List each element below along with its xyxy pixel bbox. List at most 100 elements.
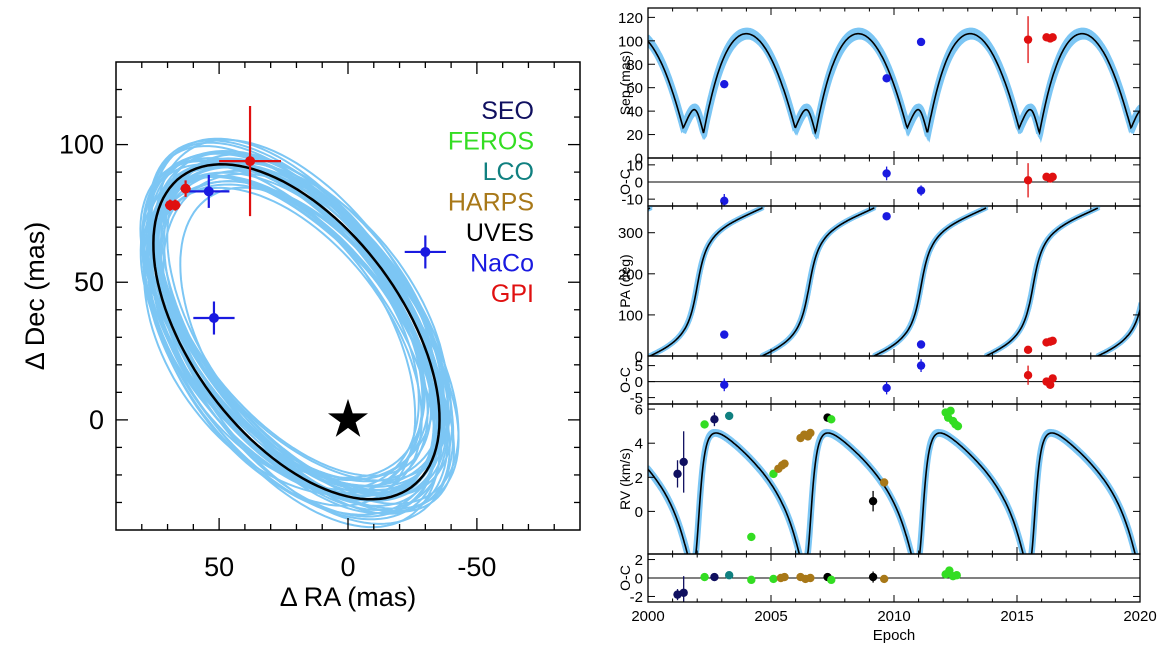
pa-y-tick-label: 300: [618, 225, 643, 242]
rv-best-fit-curve: [648, 432, 1136, 554]
sep-y-tick-label: 40: [626, 104, 643, 121]
sky-x-ticks: 50 0 -50: [141, 62, 555, 582]
legend-entry-feros: FEROS: [448, 128, 534, 156]
sky-orbit-sample: [179, 186, 439, 502]
sep-y-tick-label: 20: [626, 127, 643, 144]
legend-entry-seo: SEO: [481, 97, 534, 125]
sep_oc-point-naco: [916, 185, 926, 196]
sep-best-fit-curve: [648, 32, 1140, 136]
sep_oc-points: [720, 163, 1057, 206]
rv-panel: 0 2 4 6 RV (km/s): [617, 402, 1141, 555]
rv_oc-y-axis-label: O-C: [617, 565, 633, 591]
sky-y-axis-label: Δ Dec (mas): [20, 222, 50, 371]
rv_oc-point-uves: [868, 571, 878, 583]
pa_oc-points: [720, 359, 1057, 395]
pa_oc-y-tick-label: -5: [630, 390, 643, 407]
epoch-tick-label: 2015: [1000, 608, 1033, 625]
sep_oc-y-tick-label: -10: [621, 192, 643, 209]
rv_oc-point-feros: [700, 572, 709, 582]
sky-orbit-sample: [154, 166, 439, 500]
rv-point-feros: [747, 532, 756, 542]
pa-point-naco: [720, 330, 729, 339]
epoch-tick-label: 2020: [1123, 608, 1156, 625]
pa-point-naco: [882, 212, 891, 221]
rv-point-lco: [724, 411, 734, 421]
sep_oc-point-gpi: [1048, 172, 1057, 182]
sep-y-tick-label: 60: [626, 80, 643, 97]
rv_oc-y-tick-label: -2: [630, 589, 643, 606]
rv-y-tick-label: 2: [635, 470, 643, 487]
pa-y-tick-label: 200: [618, 266, 643, 283]
rv-point-uves: [868, 490, 878, 512]
sky-point-gpi: [164, 199, 176, 211]
sky-y-tick-label: 50: [74, 267, 104, 297]
sep-point-naco: [916, 37, 926, 47]
rv_oc-point-harps: [780, 572, 789, 582]
pa_oc-point-gpi: [1046, 380, 1055, 389]
pa-point-naco: [916, 340, 926, 349]
pa_oc-point-gpi: [1023, 365, 1033, 385]
rv-y-tick-label: 0: [635, 504, 643, 521]
rv-point-harps: [879, 478, 889, 487]
sky-orbit-fan: [139, 137, 460, 529]
rv_oc-point-seo: [710, 572, 719, 582]
pa_oc-y-axis-label: O-C: [617, 367, 633, 393]
rv-point-seo: [710, 412, 719, 427]
sep_oc-y-tick-label: 10: [626, 157, 643, 174]
pa_oc-y-tick-label: 5: [635, 358, 643, 375]
sky-orbit-sample: [143, 180, 424, 496]
rv-point-feros: [700, 420, 709, 429]
epoch-axis-label: Epoch: [873, 627, 916, 644]
sky-data-points: [164, 106, 446, 335]
sep-y-tick-label: 120: [618, 10, 643, 27]
pa-y-tick-label: 0: [635, 349, 643, 366]
sky-point-naco: [404, 235, 446, 269]
sky-point-naco: [188, 174, 230, 208]
rv-points: [673, 406, 963, 542]
sky-point-gpi: [219, 106, 281, 217]
rv-point-feros: [827, 415, 836, 424]
rv-point-feros: [946, 406, 955, 416]
pa-best-fit-curve: [648, 207, 1140, 356]
pa-point-gpi: [1023, 345, 1033, 355]
legend-entry-lco: LCO: [483, 158, 534, 186]
sep-y-tick-label: 80: [626, 57, 643, 74]
rv_oc-point-feros: [747, 575, 756, 585]
pa-y-axis-label: PA (deg): [617, 254, 633, 307]
sky-best-fit-orbit: [152, 163, 441, 501]
legend-entry-uves: UVES: [466, 219, 534, 247]
sep-panel: 0 20 40 60 80 100 120 Sep (mas): [617, 7, 1141, 168]
rv-model-sample: [648, 430, 1138, 554]
rv_oc-point-lco: [724, 571, 734, 580]
rv_oc-y-tick-label: 2: [635, 552, 643, 569]
pa_oc-frame: [647, 355, 1141, 405]
rv_oc-point-harps: [879, 574, 889, 584]
pa_oc-point-naco: [916, 359, 926, 372]
sep_oc-y-tick-label: 0: [635, 175, 643, 192]
pa-panel: 0 100 200 300 PA (deg): [617, 205, 1141, 366]
pa_oc-point-naco: [882, 381, 891, 395]
sep-points: [720, 16, 1057, 89]
rv-y-axis-label: RV (km/s): [617, 448, 633, 510]
sky-x-axis-label: Δ RA (mas): [280, 582, 417, 612]
legend-entry-harps: HARPS: [448, 189, 534, 217]
sep-y-axis-label: Sep (mas): [617, 51, 633, 116]
pa_oc-point-gpi: [1048, 374, 1057, 383]
sky-point-gpi: [180, 180, 191, 197]
epoch-tick-label: 2005: [754, 608, 787, 625]
rv-point-feros: [953, 421, 963, 431]
sky-orbit-sample: [155, 162, 433, 477]
rv-point-harps: [806, 428, 815, 438]
sky-x-tick-label: 0: [340, 552, 355, 582]
sep-model-sample: [648, 36, 1140, 142]
rv-point-seo: [673, 460, 682, 488]
sky-panel: 50 0 -50 0 50 100 Δ RA (mas) Δ Dec (mas) SEO…: [20, 61, 581, 612]
pa-point-gpi: [1048, 336, 1057, 345]
sky-y-tick-label: 0: [89, 405, 104, 435]
sep_oc-y-axis-label: O-C: [617, 169, 633, 195]
rv_oc-point-harps: [806, 573, 815, 583]
sep-y-tick-label: 100: [618, 33, 643, 50]
